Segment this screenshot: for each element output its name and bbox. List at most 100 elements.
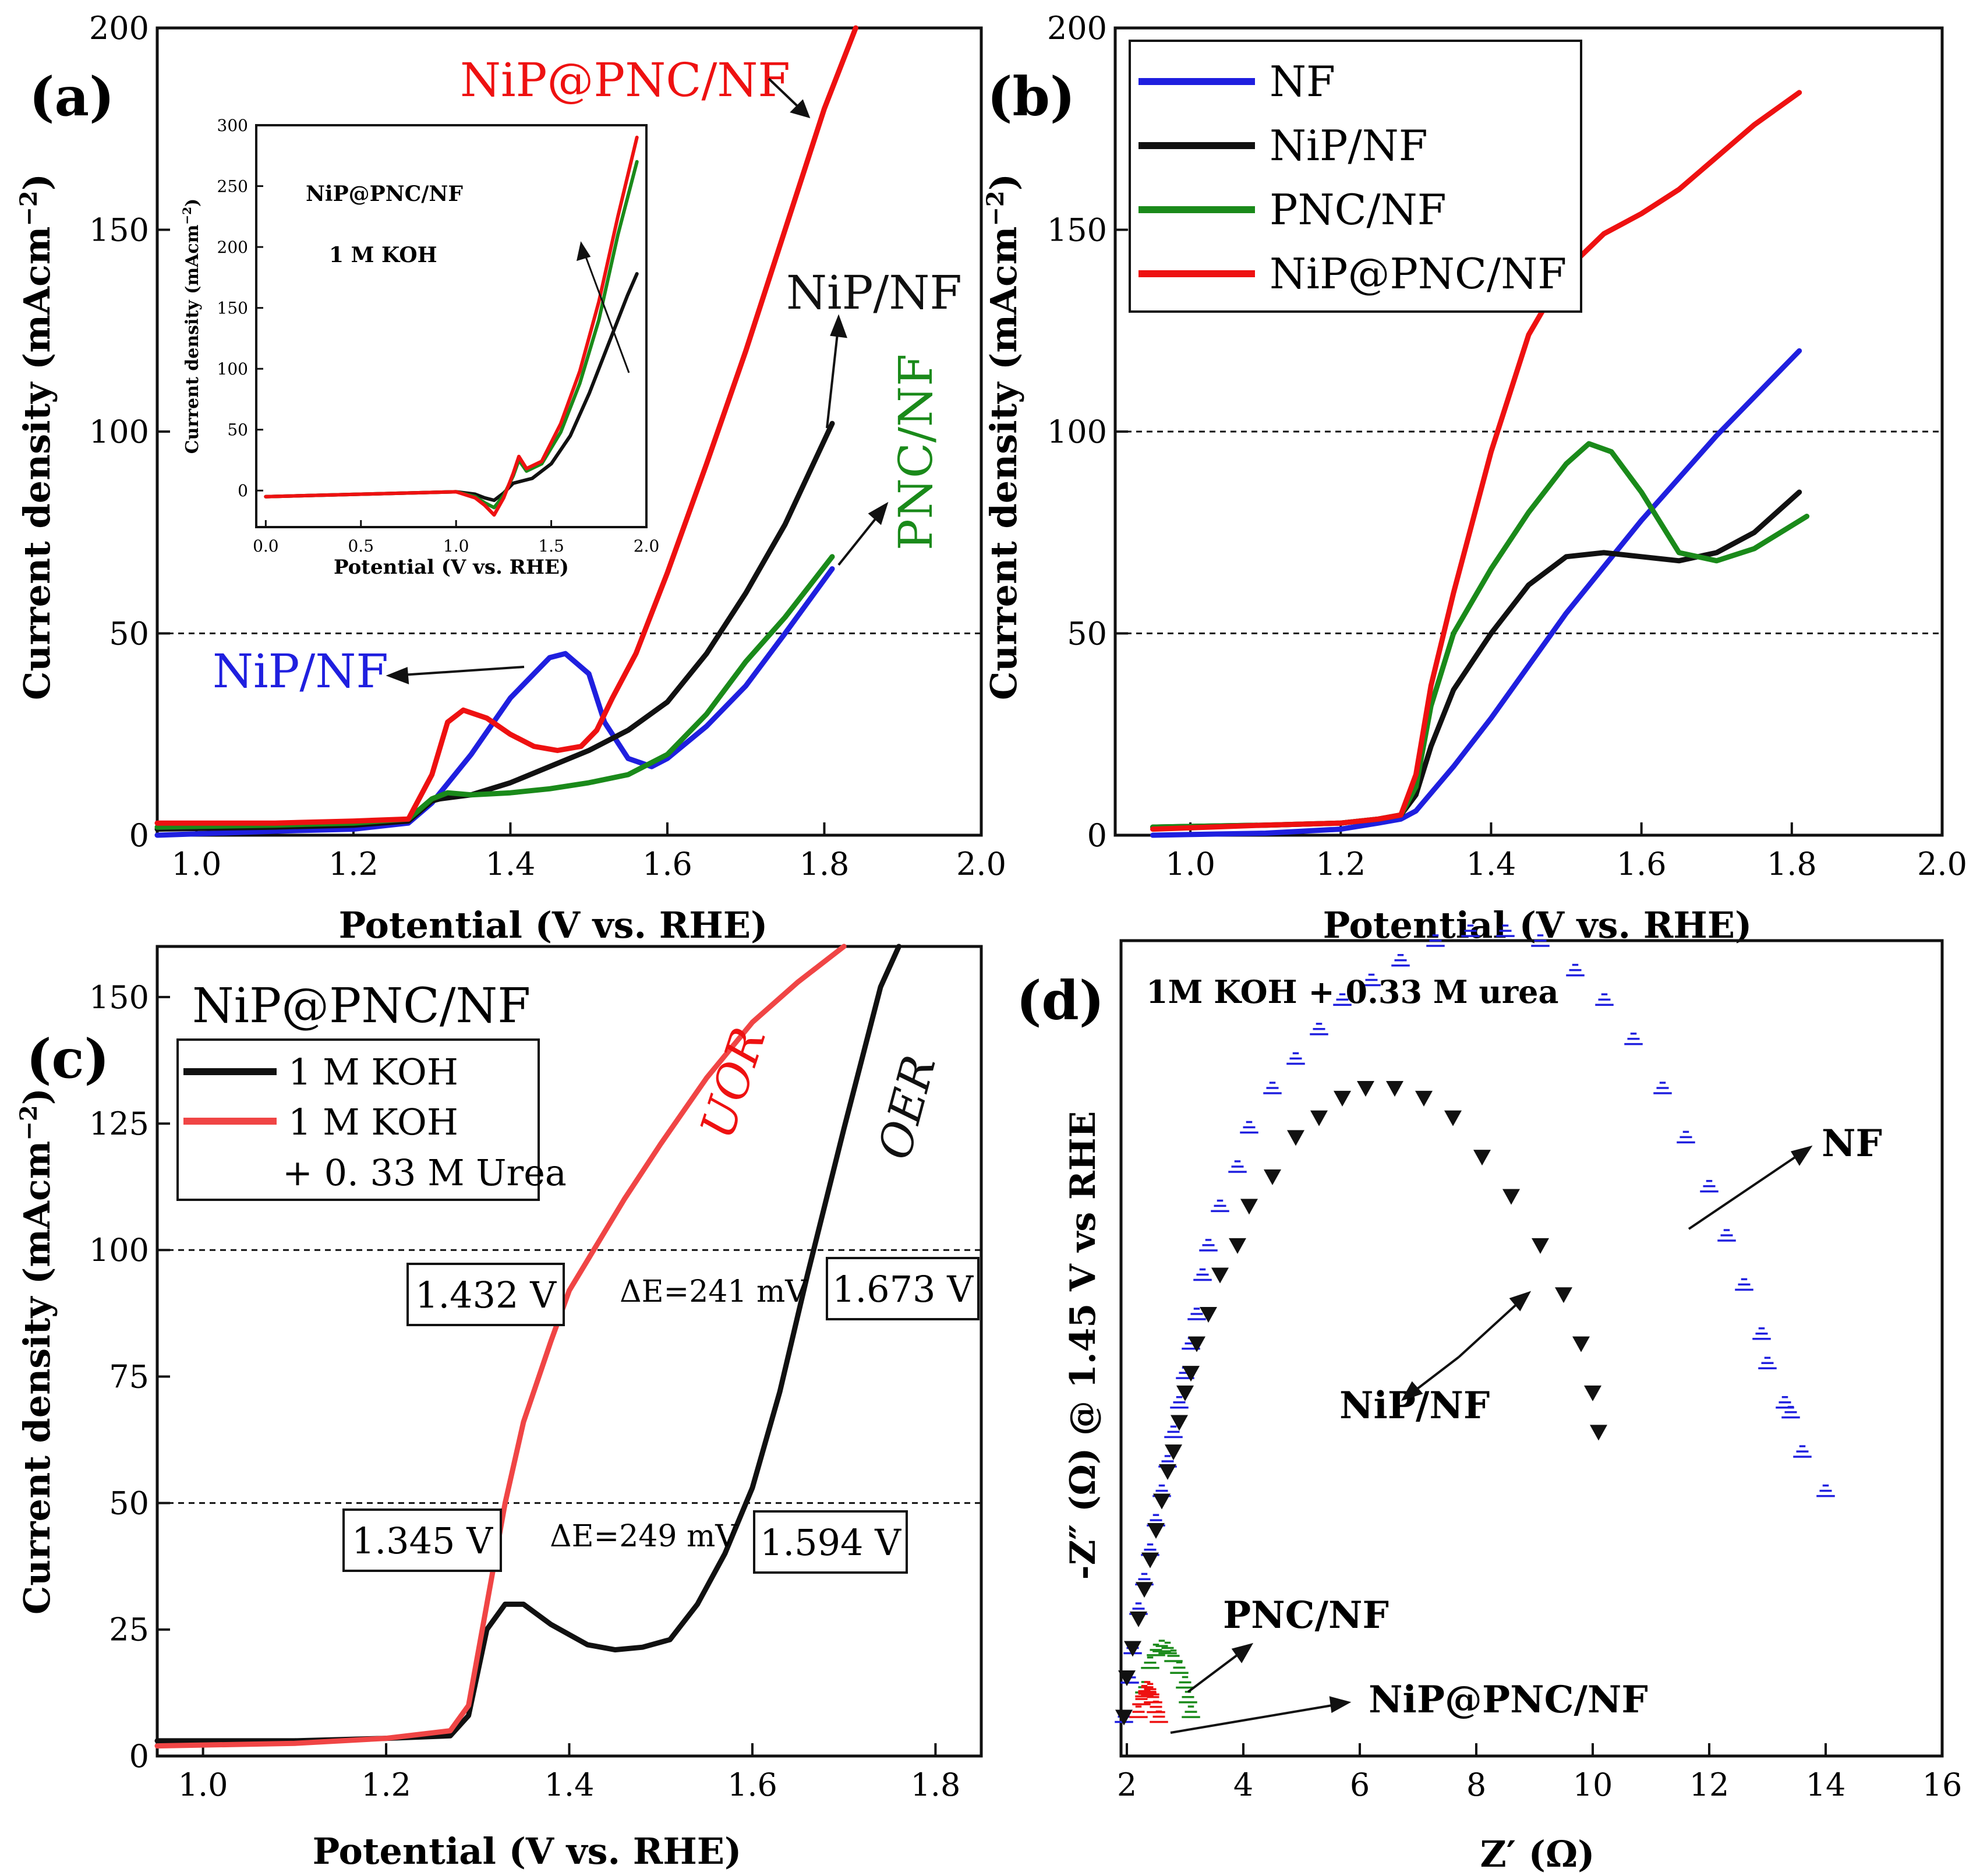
panel-d-annot-pnc: PNC/NF bbox=[1223, 1594, 1389, 1637]
panel-c-ytick-label-75: 75 bbox=[109, 1358, 149, 1395]
panel-d-xtick-label-2: 2 bbox=[1117, 1767, 1137, 1803]
delta-241: ΔE=241 mV bbox=[620, 1274, 808, 1309]
panel-d-title: 1M KOH + 0.33 M urea bbox=[1146, 973, 1559, 1011]
panel-a-xlabel: Potential (V vs. RHE) bbox=[339, 904, 768, 946]
panel-a-ylabel-sup: −2 bbox=[15, 190, 43, 226]
panel-d-series-nip-pnc-nf-point-4 bbox=[1141, 1683, 1159, 1696]
panel-a-annot-nippnc: NiP@PNC/NF bbox=[460, 53, 790, 107]
value-1594: 1.594 V bbox=[760, 1521, 901, 1564]
panel-d-series-nip-nf-point-10 bbox=[1171, 1415, 1188, 1431]
panel-d-series-nf-point-9 bbox=[1164, 1425, 1183, 1439]
panel-b-ytick-label-100: 100 bbox=[1047, 414, 1107, 450]
panel-c-xtick-label-1-2: 1.2 bbox=[361, 1767, 411, 1803]
inset-text-electrolyte: 1 M KOH bbox=[329, 243, 437, 267]
panel-d-series-nip-nf-point-6 bbox=[1147, 1523, 1165, 1539]
panel-a-xtick-label-1-0: 1.0 bbox=[171, 846, 221, 882]
panel-d-series-nf-point-21 bbox=[1310, 1023, 1328, 1036]
arrow-a3-head bbox=[868, 501, 889, 525]
panel-a-xtick-label-1-4: 1.4 bbox=[485, 846, 535, 882]
panel-a-marks: 1.0 1.2 1.4 1.6 1.8 2.0 0 50 100 150 200 bbox=[89, 10, 1006, 882]
inset-frame bbox=[255, 124, 648, 528]
legend-c-urea-1: 1 M KOH bbox=[288, 1101, 458, 1143]
panel-d-series-nip-nf-point-15 bbox=[1211, 1267, 1229, 1284]
panel-c-ylabel-close: ) bbox=[16, 1088, 58, 1105]
panel-d-series-nf-point-35 bbox=[1717, 1229, 1736, 1242]
panel-d-series-nip-nf bbox=[1115, 1081, 1607, 1726]
panel-c-marks: 1.0 1.2 1.4 1.6 1.8 0 25 50 75 100 125 150 bbox=[89, 944, 981, 1803]
panel-d-series-nf-point-38 bbox=[1758, 1356, 1777, 1370]
panel-d-series-nf-point-17 bbox=[1228, 1160, 1247, 1173]
panel-a-ytick-label-200: 200 bbox=[89, 10, 149, 47]
panel-a-xtick-label-2-0: 2.0 bbox=[956, 846, 1006, 882]
panel-d-series-nf-point-40 bbox=[1781, 1405, 1800, 1419]
panel-d-xtick-label-14: 14 bbox=[1806, 1767, 1846, 1803]
panel-d-series-nip-nf-point-5 bbox=[1141, 1552, 1159, 1568]
panel-c-ytick-label-0: 0 bbox=[129, 1738, 149, 1775]
panel-c-legend: 1 M KOH 1 M KOH + 0. 33 M Urea bbox=[176, 1038, 567, 1201]
panel-d-series-nf-point-25 bbox=[1426, 934, 1445, 947]
inset-xtick-label-0-5: 0.5 bbox=[348, 536, 374, 556]
arrow-d1 bbox=[1688, 1149, 1806, 1230]
inset-ytick-label-300: 300 bbox=[217, 116, 248, 135]
value-1673: 1.673 V bbox=[832, 1268, 974, 1310]
panel-b-marks: 1.0 1.2 1.4 1.6 1.8 2.0 0 50 100 150 200 bbox=[1047, 10, 1967, 882]
legend-b-nf: NF bbox=[1270, 57, 1335, 106]
panel-d-series-nip-nf-point-9 bbox=[1165, 1444, 1182, 1461]
panel-d-series-nf-point-15 bbox=[1199, 1239, 1218, 1252]
panel-b-xtick-label-1-0: 1.0 bbox=[1165, 846, 1215, 882]
panel-d-series-nf-point-28 bbox=[1531, 934, 1550, 947]
panel-d-series-nf-point-24 bbox=[1391, 953, 1410, 967]
panel-d-xtick-label-4: 4 bbox=[1233, 1767, 1253, 1803]
panel-d-series-nf-point-29 bbox=[1566, 963, 1585, 977]
panel-d-series-nf-point-10 bbox=[1170, 1396, 1189, 1409]
panel-d-series-nf-point-41 bbox=[1793, 1445, 1812, 1458]
panel-d-series-nf-point-37 bbox=[1752, 1327, 1771, 1340]
panel-a-ytick-label-100: 100 bbox=[89, 414, 149, 450]
panel-d-series-nf-point-18 bbox=[1240, 1121, 1258, 1134]
panel-c-ytick-label-125: 125 bbox=[89, 1105, 149, 1142]
panel-a-xtick-label-1-6: 1.6 bbox=[642, 846, 692, 882]
arrow-d1-head bbox=[1790, 1145, 1813, 1166]
panel-b-xtick-label-1-4: 1.4 bbox=[1466, 846, 1516, 882]
panel-d-series-nip-nf-point-11 bbox=[1176, 1385, 1194, 1401]
panel-c: 1.0 1.2 1.4 1.6 1.8 0 25 50 75 100 125 150 (c) NiP@… bbox=[15, 944, 983, 1873]
inset-arrow-head bbox=[577, 241, 591, 262]
panel-b-xtick-label-1-6: 1.6 bbox=[1617, 846, 1667, 882]
panel-d-xtick-label-12: 12 bbox=[1689, 1767, 1730, 1803]
panel-b-ytick-label-150: 150 bbox=[1047, 211, 1107, 248]
panel-d-series-nip-pnc-nf-point-0 bbox=[1129, 1705, 1148, 1718]
panel-a-xtick-label-1-2: 1.2 bbox=[328, 846, 379, 882]
panel-c-xtick-label-1-6: 1.6 bbox=[727, 1767, 777, 1803]
inset-xtick-label-1-5: 1.5 bbox=[538, 536, 564, 556]
panel-b-ylabel-close: ) bbox=[982, 174, 1025, 190]
panel-d-series-nip-nf-point-17 bbox=[1240, 1199, 1258, 1215]
panel-c-ytick-label-50: 50 bbox=[109, 1485, 149, 1522]
panel-d-series-nip-nf-point-7 bbox=[1153, 1493, 1171, 1510]
panel-d-series-nf-point-26 bbox=[1461, 924, 1480, 937]
panel-b-ylabel: Current density (mAcm−2) bbox=[982, 174, 1025, 700]
panel-c-value-boxes: 1.432 V ΔE=241 mV 1.673 V 1.345 V ΔE=249… bbox=[342, 1257, 980, 1574]
panel-b-series-nip-pnc-nf bbox=[1150, 90, 1802, 832]
panel-d-series-nip-pnc-nf-point-7 bbox=[1150, 1710, 1168, 1723]
panel-d-series-nip-nf-point-12 bbox=[1182, 1366, 1200, 1382]
panel-d-series-nf-point-13 bbox=[1187, 1308, 1206, 1320]
panel-d-label: (d) bbox=[1016, 969, 1104, 1032]
inset-arrow-line bbox=[581, 247, 630, 373]
inset-xlabel: Potential (V vs. RHE) bbox=[334, 556, 569, 579]
inset-ylabel-sup: −2 bbox=[180, 207, 194, 225]
panel-a-annot-nip-blue: NiP/NF bbox=[213, 644, 388, 698]
arrow-d3-head bbox=[1231, 1642, 1254, 1663]
panel-d-series-nf-point-36 bbox=[1735, 1278, 1753, 1291]
panel-d-series-nf-point-42 bbox=[1816, 1484, 1835, 1497]
panel-d-marks: 2 4 6 8 10 12 14 16 bbox=[1115, 924, 1962, 1803]
panel-d-annot-nippnc: NiP@PNC/NF bbox=[1369, 1678, 1648, 1722]
inset-ytick-label-150: 150 bbox=[217, 298, 248, 317]
panel-a-ytick-label-50: 50 bbox=[109, 615, 149, 652]
panel-d-series-nip-nf-point-13 bbox=[1188, 1336, 1205, 1352]
panel-d-series-nip-nf-point-18 bbox=[1264, 1169, 1281, 1185]
arrow-a1-head bbox=[790, 99, 811, 119]
panel-b-xtick-label-2-0: 2.0 bbox=[1917, 846, 1967, 882]
panel-c-ytick-label-150: 150 bbox=[89, 979, 149, 1016]
panel-d-series-nf-point-33 bbox=[1677, 1130, 1695, 1144]
panel-c-ytick-label-25: 25 bbox=[109, 1612, 149, 1648]
